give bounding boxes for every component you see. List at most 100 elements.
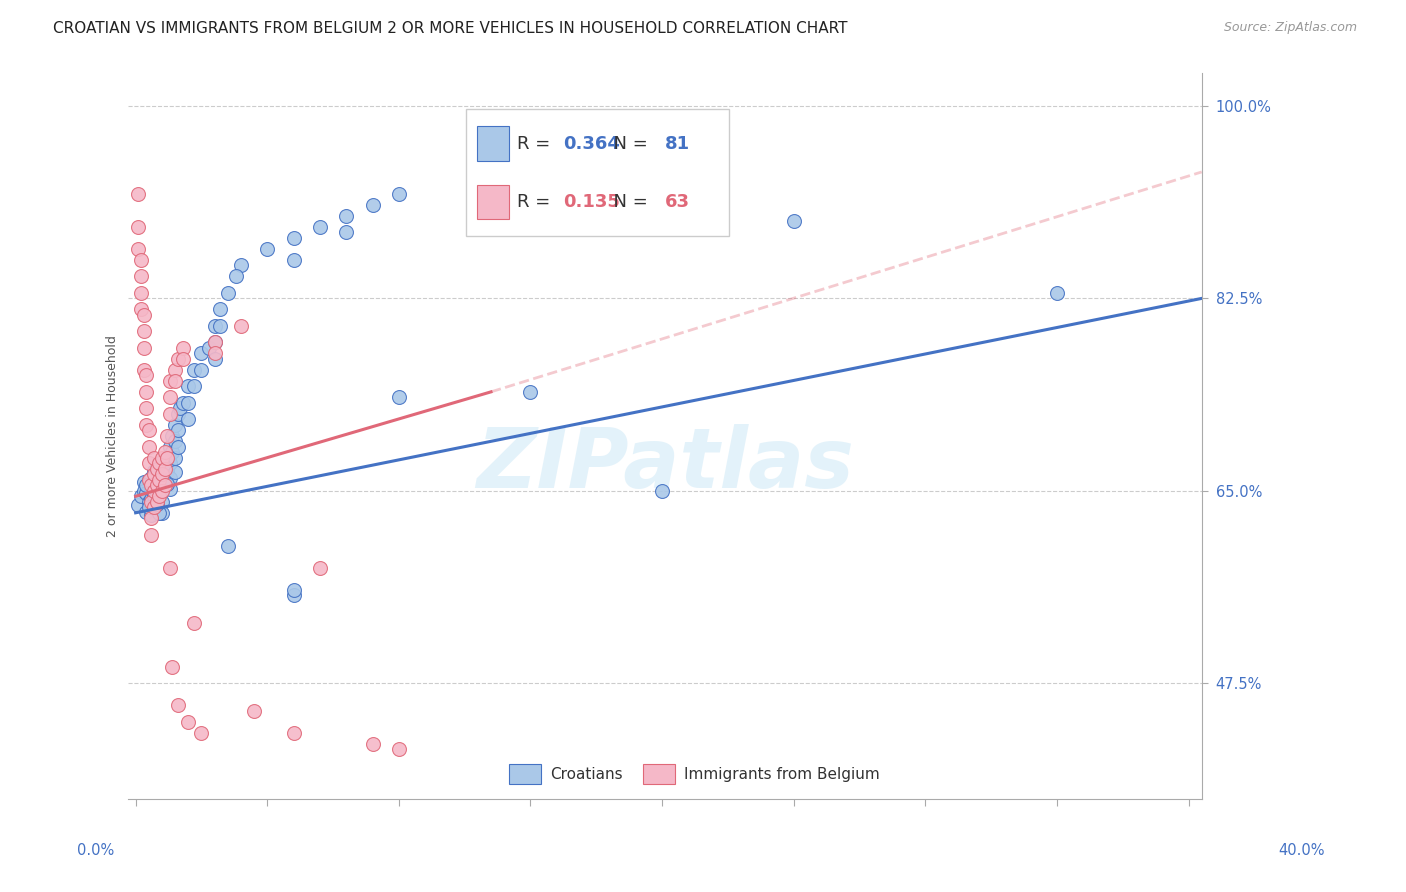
Point <box>162 445 184 459</box>
Point <box>145 478 167 492</box>
Text: Source: ZipAtlas.com: Source: ZipAtlas.com <box>1223 21 1357 34</box>
Point <box>229 318 252 333</box>
Point <box>138 440 160 454</box>
Text: N =: N = <box>602 193 654 211</box>
FancyBboxPatch shape <box>477 126 509 161</box>
Point <box>169 401 191 416</box>
Point <box>135 478 157 492</box>
Point <box>183 379 205 393</box>
Text: 40.0%: 40.0% <box>1278 843 1324 858</box>
Point <box>204 318 226 333</box>
Point <box>148 506 170 520</box>
Point <box>129 252 152 267</box>
Point <box>159 456 181 470</box>
Point <box>127 186 149 201</box>
Point <box>145 473 167 487</box>
Point <box>143 464 166 478</box>
Point <box>145 495 167 509</box>
Point <box>148 478 170 492</box>
Text: R =: R = <box>516 193 555 211</box>
Point <box>166 407 188 421</box>
Text: R =: R = <box>516 135 555 153</box>
Point <box>143 475 166 489</box>
Point <box>283 582 305 597</box>
Point <box>309 561 332 575</box>
Point <box>172 396 194 410</box>
Point <box>177 396 200 410</box>
Point <box>177 714 200 729</box>
Point <box>143 450 166 465</box>
Point <box>132 341 155 355</box>
Point <box>208 318 231 333</box>
Point <box>162 429 184 443</box>
Point <box>143 483 166 498</box>
Text: N =: N = <box>602 135 654 153</box>
Point <box>361 737 384 751</box>
Text: 0.135: 0.135 <box>562 193 620 211</box>
Point <box>141 511 163 525</box>
FancyBboxPatch shape <box>477 185 509 219</box>
Point <box>138 473 160 487</box>
Point <box>388 186 411 201</box>
Point <box>148 489 170 503</box>
Point <box>217 285 239 300</box>
Point <box>159 374 181 388</box>
Point <box>129 285 152 300</box>
Point <box>165 417 187 432</box>
Point <box>283 588 305 602</box>
Point <box>177 379 200 393</box>
Point <box>127 498 149 512</box>
Point <box>153 478 176 492</box>
Point <box>132 363 155 377</box>
Point <box>165 363 187 377</box>
Point <box>225 269 247 284</box>
Point <box>204 351 226 366</box>
Point <box>190 346 212 360</box>
Point <box>135 368 157 383</box>
Point <box>132 308 155 322</box>
Point <box>519 384 541 399</box>
Point <box>143 467 166 482</box>
Point <box>141 478 163 492</box>
Point <box>388 742 411 756</box>
Text: 0.0%: 0.0% <box>77 843 114 858</box>
Point <box>132 483 155 498</box>
Point <box>138 423 160 437</box>
Point <box>183 363 205 377</box>
Y-axis label: 2 or more Vehicles in Household: 2 or more Vehicles in Household <box>107 334 120 537</box>
Point <box>159 482 181 496</box>
Point <box>159 470 181 484</box>
Point <box>150 450 173 465</box>
Point <box>162 659 184 673</box>
Point <box>150 506 173 520</box>
Point <box>156 477 179 491</box>
Point <box>148 473 170 487</box>
Point <box>283 252 305 267</box>
Point <box>145 462 167 476</box>
Point <box>141 528 163 542</box>
Point <box>166 351 188 366</box>
Point <box>135 401 157 416</box>
Point <box>127 242 149 256</box>
Point <box>145 459 167 474</box>
Point <box>129 269 152 284</box>
Point <box>150 483 173 498</box>
Point <box>148 456 170 470</box>
Point <box>177 412 200 426</box>
Point <box>153 462 176 476</box>
Point <box>172 351 194 366</box>
Point <box>159 390 181 404</box>
Point <box>159 407 181 421</box>
Point <box>165 465 187 479</box>
Point <box>159 561 181 575</box>
Point <box>148 462 170 476</box>
Point <box>143 500 166 515</box>
Point <box>143 500 166 515</box>
Point <box>135 417 157 432</box>
Text: ZIPatlas: ZIPatlas <box>475 425 853 506</box>
Point <box>335 226 357 240</box>
Point <box>153 445 176 459</box>
Point <box>150 456 173 470</box>
Point <box>190 725 212 739</box>
FancyBboxPatch shape <box>509 764 541 784</box>
